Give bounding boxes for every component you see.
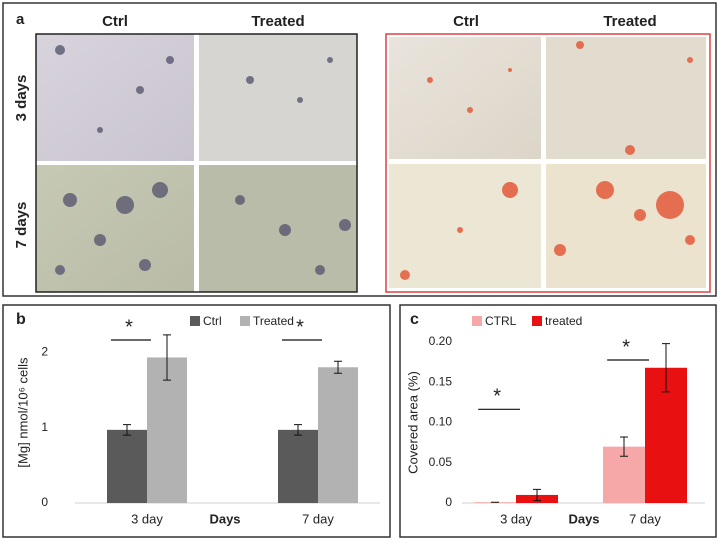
row-header: 7 days <box>13 202 30 249</box>
y-tick-label: 2 <box>41 344 48 358</box>
panel-label: c <box>410 311 419 328</box>
error-bar <box>662 343 670 393</box>
error-bar <box>620 436 628 457</box>
y-tick-label: 0.15 <box>429 374 453 388</box>
panel-label: b <box>16 311 26 328</box>
column-header: Ctrl <box>453 13 479 30</box>
legend-label: Ctrl <box>203 314 222 328</box>
y-axis-label: Covered area (%) <box>405 371 420 474</box>
x-axis-label: Days <box>568 511 599 526</box>
x-tick-label: 7 day <box>302 511 334 526</box>
bar <box>278 429 318 503</box>
significance-star: * <box>125 316 133 338</box>
y-tick-label: 0 <box>41 495 48 509</box>
y-tick-label: 1 <box>41 420 48 434</box>
panel-frame <box>399 304 717 538</box>
y-tick-label: 0.20 <box>429 334 453 348</box>
micrographs-stain <box>35 33 358 293</box>
micrographs-red-stain <box>385 33 711 293</box>
error-bar <box>533 488 541 502</box>
y-tick-label: 0.10 <box>429 415 453 429</box>
error-bar <box>294 424 302 436</box>
legend-label: Treated <box>253 314 294 328</box>
significance-star: * <box>493 386 501 408</box>
column-header: Ctrl <box>102 13 128 30</box>
bar <box>318 367 358 503</box>
legend-swatch <box>240 316 250 326</box>
error-bar <box>334 360 342 374</box>
significance-star: * <box>622 336 630 358</box>
panel-frame <box>2 2 717 297</box>
y-axis-label: [Mg] nmol/10⁶ cells <box>15 357 30 468</box>
x-tick-label: 3 day <box>500 511 532 526</box>
significance-star: * <box>296 316 304 338</box>
error-bar <box>123 424 131 436</box>
legend-swatch <box>532 316 542 326</box>
bar <box>147 357 187 503</box>
x-tick-label: 7 day <box>629 511 661 526</box>
x-tick-label: 3 day <box>131 511 163 526</box>
row-header: 3 days <box>13 75 30 122</box>
legend-swatch <box>472 316 482 326</box>
legend-label: CTRL <box>485 314 517 328</box>
y-tick-label: 0.05 <box>429 455 453 469</box>
panel-frame <box>2 304 391 538</box>
x-axis-label: Days <box>209 511 240 526</box>
y-tick-label: 0 <box>445 495 452 509</box>
bar <box>107 429 147 503</box>
error-bar <box>163 334 171 381</box>
column-header: Treated <box>603 13 656 30</box>
legend-swatch <box>190 316 200 326</box>
column-header: Treated <box>251 13 304 30</box>
legend-label: treated <box>545 314 582 328</box>
panel-label: a <box>16 11 25 28</box>
